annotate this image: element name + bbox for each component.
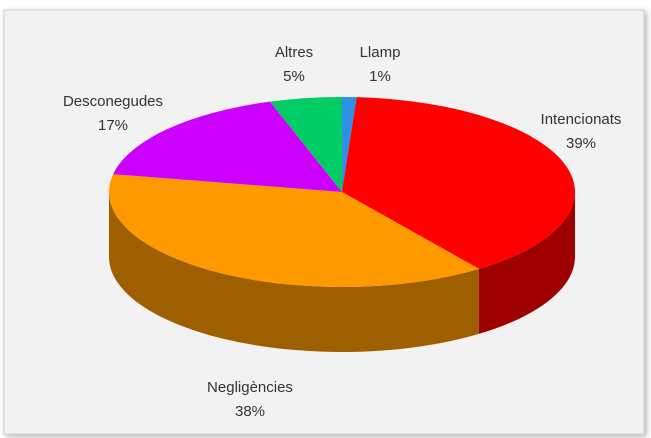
category-label: Intencionats (541, 111, 622, 128)
slice (113, 101, 342, 192)
slice (109, 174, 479, 287)
value-label: 38% (235, 403, 265, 420)
value-label: 39% (566, 135, 596, 152)
slice (342, 97, 575, 269)
category-label: Desconegudes (63, 93, 163, 110)
value-label: 5% (283, 68, 305, 85)
slice-side (478, 192, 575, 334)
value-label: 1% (369, 68, 391, 85)
slice-side (109, 192, 479, 353)
slice (269, 97, 342, 192)
pie (109, 97, 575, 353)
value-label: 17% (98, 117, 128, 134)
category-label: Altres (275, 44, 313, 61)
slice (342, 97, 357, 192)
category-label: Negligències (207, 379, 293, 396)
category-label: Llamp (360, 44, 401, 61)
